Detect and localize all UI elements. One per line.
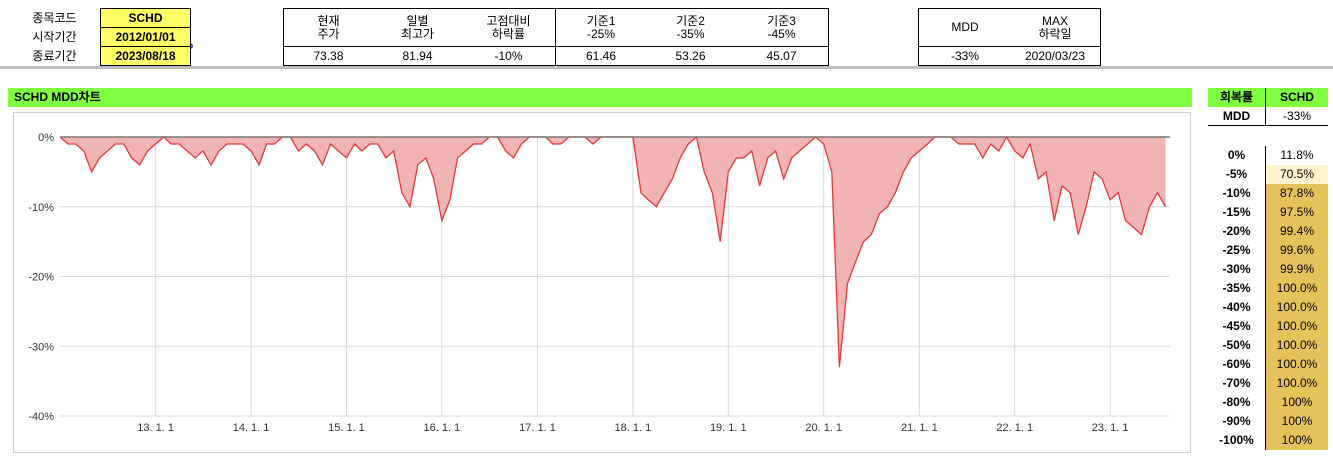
recovery-level: -60% xyxy=(1208,355,1266,374)
mdd-header: MAX 하락일 xyxy=(1010,8,1101,47)
area-fill xyxy=(60,137,1166,368)
x-tick-label: 13. 1. 1 xyxy=(137,422,174,434)
recovery-level: -5% xyxy=(1208,165,1266,184)
separator xyxy=(0,66,1333,69)
recovery-level: -25% xyxy=(1208,241,1266,260)
recovery-level: -50% xyxy=(1208,336,1266,355)
recovery-level: -40% xyxy=(1208,298,1266,317)
recovery-rate: 100.0% xyxy=(1266,317,1328,336)
summary-value: 45.07 xyxy=(735,46,829,66)
summary-header: 현재 주가 xyxy=(283,8,373,47)
recovery-rate: 70.5% xyxy=(1266,165,1328,184)
recovery-rate: 87.8% xyxy=(1266,184,1328,203)
summary-header: 고점대비 하락률 xyxy=(462,8,556,47)
recovery-rate: 100% xyxy=(1266,393,1328,412)
summary-header: 기준3 -45% xyxy=(735,8,829,47)
recovery-header: 회복률 xyxy=(1208,88,1266,107)
summary-value: 81.94 xyxy=(372,46,463,66)
recovery-level: -100% xyxy=(1208,431,1266,450)
input-label: 시작기간 xyxy=(32,29,77,44)
recovery-level: -10% xyxy=(1208,184,1266,203)
recovery-level: -30% xyxy=(1208,260,1266,279)
input-label: 종료기간 xyxy=(32,48,77,63)
recovery-rate: 97.5% xyxy=(1266,203,1328,222)
summary-header: 기준1 -25% xyxy=(555,8,646,47)
mdd-value: 2020/03/23 xyxy=(1010,46,1101,66)
recovery-mdd: -33% xyxy=(1266,107,1328,126)
x-tick-label: 18. 1. 1 xyxy=(615,422,652,434)
chart-frame xyxy=(13,112,1191,453)
input-value: 2023/08/18 xyxy=(100,46,191,66)
x-tick-label: 23. 1. 1 xyxy=(1092,422,1129,434)
recovery-rate: 100.0% xyxy=(1266,374,1328,393)
summary-value: -10% xyxy=(462,46,556,66)
summary-header: 일별 최고가 xyxy=(372,8,463,47)
recovery-rate: 100.0% xyxy=(1266,336,1328,355)
recovery-header: SCHD xyxy=(1266,88,1328,107)
recovery-level: -35% xyxy=(1208,279,1266,298)
x-tick-label: 22. 1. 1 xyxy=(996,422,1033,434)
summary-header: 기준2 -35% xyxy=(645,8,736,47)
recovery-level: -80% xyxy=(1208,393,1266,412)
recovery-rate: 99.6% xyxy=(1266,241,1328,260)
input-value: SCHD xyxy=(100,8,191,28)
x-tick-label: 17. 1. 1 xyxy=(519,422,556,434)
y-tick-label: -40% xyxy=(28,411,54,423)
recovery-rate: 100.0% xyxy=(1266,355,1328,374)
recovery-rate: 99.9% xyxy=(1266,260,1328,279)
y-tick-label: -30% xyxy=(28,341,54,353)
y-tick-label: -20% xyxy=(28,272,54,284)
recovery-rate: 100.0% xyxy=(1266,279,1328,298)
recovery-rate: 99.4% xyxy=(1266,222,1328,241)
input-label: 종목코드 xyxy=(32,10,77,25)
y-tick-label: 0% xyxy=(38,132,54,144)
chart-title-bar: SCHD MDD차트 xyxy=(8,88,1192,107)
x-tick-label: 19. 1. 1 xyxy=(710,422,747,434)
input-value: 2012/01/01 xyxy=(100,27,191,47)
recovery-level: -70% xyxy=(1208,374,1266,393)
recovery-level: -15% xyxy=(1208,203,1266,222)
recovery-rate: 100.0% xyxy=(1266,298,1328,317)
y-tick-label: -10% xyxy=(28,202,54,214)
recovery-level: -20% xyxy=(1208,222,1266,241)
mdd-value: -33% xyxy=(918,46,1011,66)
recovery-rate: 100% xyxy=(1266,431,1328,450)
summary-value: 61.46 xyxy=(555,46,646,66)
recovery-level: 0% xyxy=(1208,146,1266,165)
summary-value: 73.38 xyxy=(283,46,373,66)
summary-value: 53.26 xyxy=(645,46,736,66)
x-tick-label: 20. 1. 1 xyxy=(805,422,842,434)
chart: -40% -30% -20% -10% 0% 13. 1. 1 14. 1. 1 15. 1.… xyxy=(13,112,1191,453)
x-tick-label: 21. 1. 1 xyxy=(901,422,938,434)
x-tick-label: 16. 1. 1 xyxy=(423,422,460,434)
recovery-rate: 11.8% xyxy=(1266,146,1328,165)
recovery-mdd: MDD xyxy=(1208,107,1266,126)
recovery-rate: 100% xyxy=(1266,412,1328,431)
x-tick-label: 14. 1. 1 xyxy=(233,422,270,434)
recovery-level: -90% xyxy=(1208,412,1266,431)
recovery-level: -45% xyxy=(1208,317,1266,336)
mdd-header: MDD xyxy=(918,8,1011,47)
x-tick-label: 15. 1. 1 xyxy=(328,422,365,434)
